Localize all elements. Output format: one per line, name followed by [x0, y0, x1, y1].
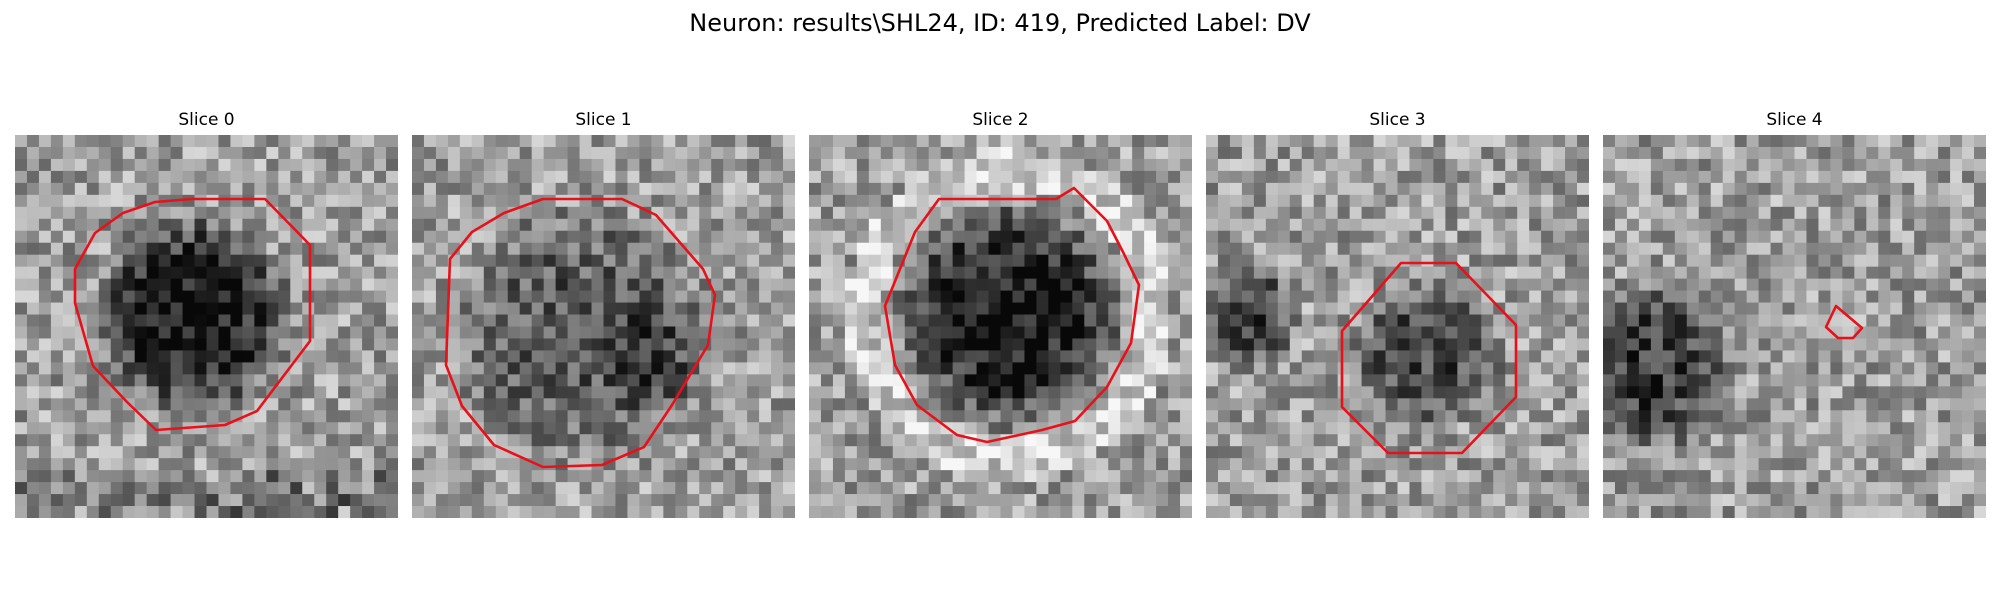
slice-image-3: [1206, 135, 1589, 518]
slice-image-1: [412, 135, 795, 518]
grayscale-pixels-3: [1206, 135, 1589, 518]
slice-title-0: Slice 0: [178, 110, 235, 130]
slice-title-1: Slice 1: [575, 110, 632, 130]
slice-image-4: [1603, 135, 1986, 518]
neuron-contour-3: [1340, 261, 1518, 455]
slice-title-3: Slice 3: [1369, 110, 1426, 130]
neuron-contour-4: [1824, 304, 1864, 340]
slice-title-2: Slice 2: [972, 110, 1029, 130]
grayscale-pixels-1: [412, 135, 795, 518]
grayscale-pixels-2: [809, 135, 1192, 518]
slice-image-2: [809, 135, 1192, 518]
slice-title-4: Slice 4: [1766, 110, 1823, 130]
slice-image-0: [15, 135, 398, 518]
neuron-contour-2: [883, 186, 1141, 444]
grayscale-pixels-0: [15, 135, 398, 518]
grayscale-pixels-4: [1603, 135, 1986, 518]
neuron-contour-1: [444, 197, 717, 469]
figure-title: Neuron: results\SHL24, ID: 419, Predicte…: [689, 9, 1311, 37]
neuron-contour-0: [73, 197, 312, 432]
